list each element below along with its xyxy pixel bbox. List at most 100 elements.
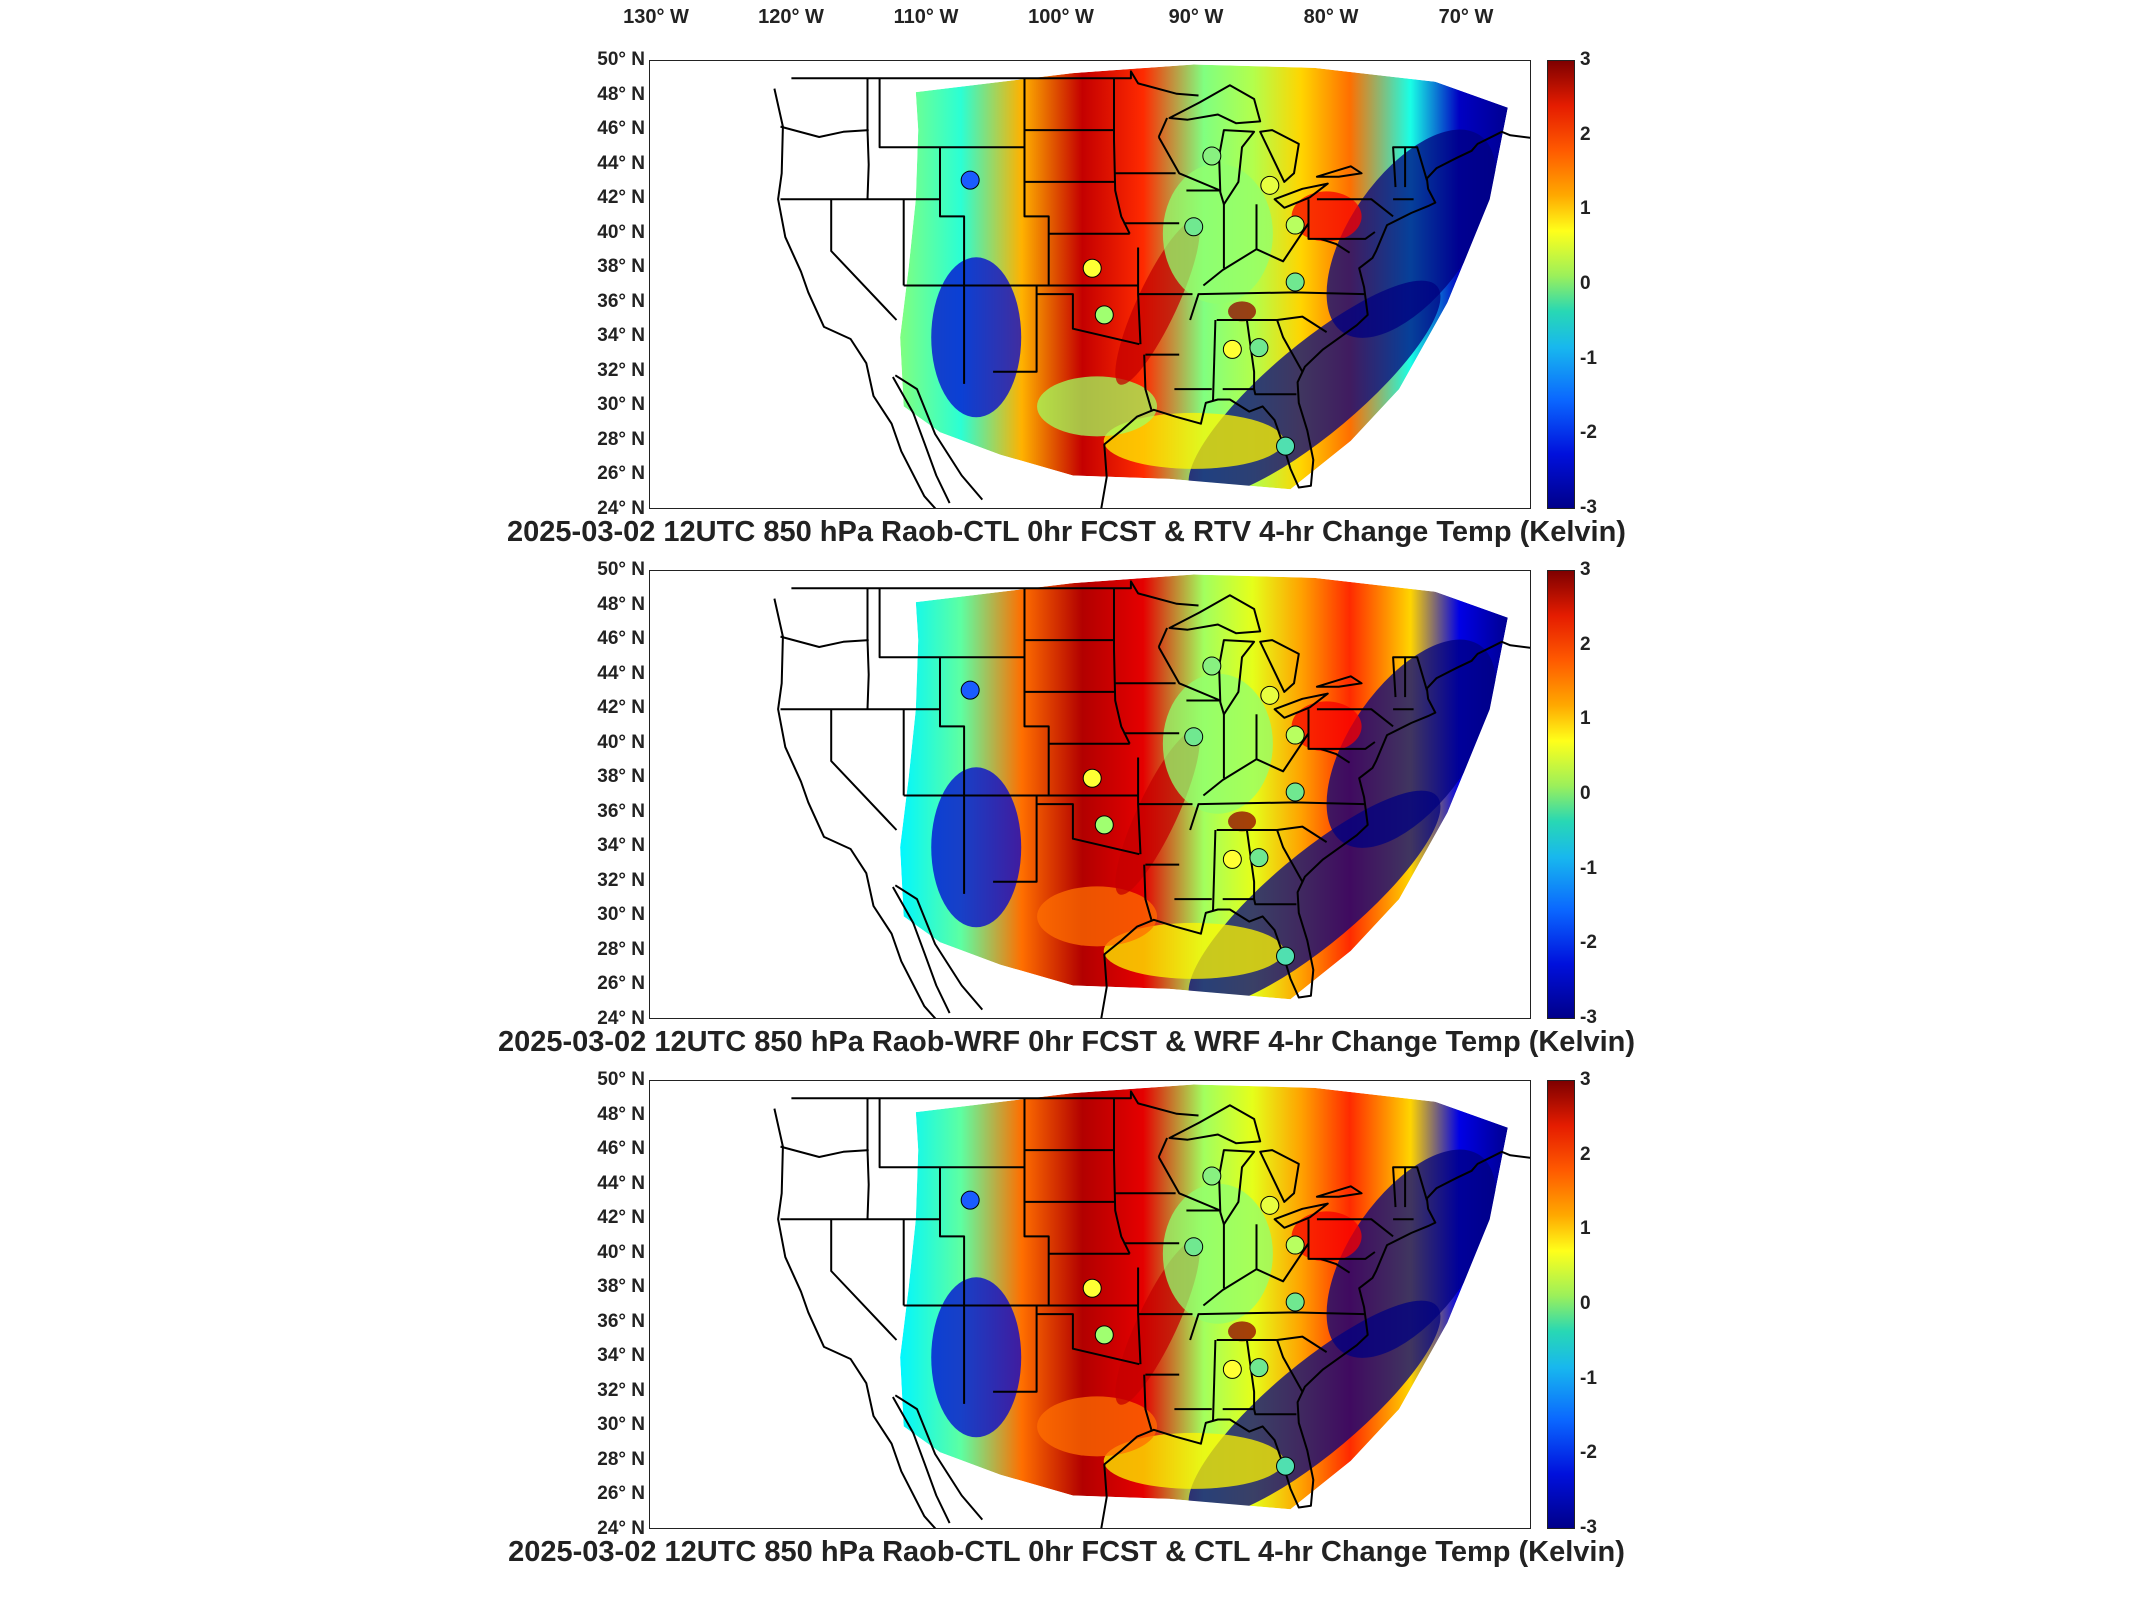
great-lake-outline — [1259, 129, 1300, 183]
raob-station-marker — [1082, 258, 1102, 278]
field-patch — [1103, 412, 1284, 469]
colorbar-tick-label: 3 — [1580, 49, 1591, 70]
lat-label: 42° N — [597, 187, 645, 209]
canada-border — [791, 70, 1199, 97]
state-border — [1320, 237, 1351, 254]
state-border — [1262, 1335, 1328, 1353]
field-patch — [1162, 1183, 1273, 1324]
mexico-coastline — [894, 374, 984, 501]
state-border — [830, 709, 898, 831]
raob-station-marker — [1285, 725, 1305, 745]
state-border — [1307, 199, 1376, 240]
state-border — [1113, 78, 1131, 235]
state-border — [866, 1098, 870, 1220]
state-border — [1316, 198, 1394, 218]
longitude-axis: 130° W 120° W 110° W 100° W 90° W 80° W … — [0, 0, 2133, 50]
state-border — [1307, 1219, 1376, 1260]
state-border — [1307, 709, 1376, 750]
lat-label: 48° N — [597, 1103, 645, 1125]
lat-label: 46° N — [597, 1138, 645, 1160]
map-frame — [649, 1080, 1531, 1529]
colorbar-tick-label: 2 — [1580, 123, 1591, 145]
raob-station-marker — [1285, 782, 1305, 802]
raob-station-marker — [960, 1190, 980, 1210]
state-border — [878, 78, 1025, 149]
colorbar-tick-label: -2 — [1580, 1442, 1597, 1464]
state-border — [1113, 588, 1131, 745]
colorbar-tick-label: 1 — [1580, 198, 1591, 220]
great-lake-outline — [1273, 692, 1329, 719]
raob-station-marker — [1222, 849, 1242, 869]
raob-station-marker — [960, 680, 980, 700]
state-border — [1113, 1098, 1131, 1255]
lat-label: 48° N — [597, 83, 645, 105]
great-lake-outline — [1273, 182, 1329, 209]
east-gulf-coastline — [1100, 130, 1530, 508]
colorbar — [1547, 60, 1575, 509]
temperature-field — [900, 64, 1508, 490]
latitude-axis: 50° N 48° N 46° N 44° N 42° N 40° N 38° N 36° N… — [560, 1069, 645, 1539]
latitude-axis: 50° N 48° N 46° N 44° N 42° N 40° N 38° N 36° N… — [560, 559, 645, 1029]
lat-label: 50° N — [597, 1069, 645, 1090]
lat-label: 48° N — [597, 593, 645, 615]
raob-station-marker — [1260, 175, 1280, 195]
great-lake-outline — [1218, 1149, 1256, 1226]
raob-station-marker — [1249, 1358, 1269, 1378]
field-patch — [1162, 673, 1273, 814]
west-coastline — [773, 88, 937, 508]
lat-label: 34° N — [597, 1345, 645, 1367]
state-border — [1253, 1408, 1297, 1416]
lat-label: 42° N — [597, 1207, 645, 1229]
state-border — [1157, 1156, 1221, 1212]
lat-label: 28° N — [597, 1448, 645, 1470]
great-lake-outline — [1315, 675, 1363, 688]
state-border — [1023, 588, 1050, 796]
lat-label: 50° N — [597, 559, 645, 580]
lat-label: 44° N — [597, 662, 645, 684]
lat-label: 32° N — [597, 359, 645, 381]
field-patch — [1326, 639, 1496, 848]
lat-label: 38° N — [597, 766, 645, 788]
raob-station-marker — [1260, 685, 1280, 705]
colorbar-tick-label: -3 — [1580, 497, 1597, 518]
raob-station-marker — [1082, 1278, 1102, 1298]
colorbar-ticks: 3 2 1 0 -1 -2 -3 — [1580, 559, 1640, 1028]
lat-label: 44° N — [597, 1172, 645, 1194]
lat-label: 40° N — [597, 1241, 645, 1263]
great-lake-outline — [1168, 1104, 1262, 1145]
state-border — [1036, 293, 1140, 346]
state-border — [1143, 864, 1153, 921]
state-border — [1137, 247, 1142, 345]
lat-label: 50° N — [597, 49, 645, 70]
colorbar-ticks: 3 2 1 0 -1 -2 -3 — [1580, 49, 1640, 518]
map-frame — [649, 570, 1531, 1019]
state-border — [1036, 1313, 1140, 1366]
map-panel-2: 50° N 48° N 46° N 44° N 42° N 40° N 38° N 36° N… — [0, 559, 2133, 1072]
state-border — [1276, 1339, 1304, 1393]
lat-label: 26° N — [597, 463, 645, 485]
lon-label: 120° W — [758, 6, 824, 28]
state-border — [780, 635, 869, 648]
lat-label: 30° N — [597, 1414, 645, 1436]
state-border — [1212, 829, 1217, 912]
great-lake-outline — [1168, 594, 1262, 635]
raob-station-marker — [1285, 215, 1305, 235]
state-border — [780, 1145, 869, 1158]
state-border — [1157, 117, 1169, 138]
field-patch — [1326, 1149, 1496, 1358]
field-patch — [1326, 129, 1496, 338]
great-lake-outline — [1168, 84, 1262, 125]
lat-label: 42° N — [597, 697, 645, 719]
lon-label: 90° W — [1168, 6, 1224, 28]
temperature-field — [900, 1084, 1508, 1510]
lon-label: 130° W — [623, 6, 689, 28]
lat-label: 24° N — [597, 498, 645, 519]
canada-border — [791, 580, 1199, 607]
field-patch — [931, 257, 1022, 418]
state-border — [1253, 388, 1297, 396]
canada-border — [791, 1090, 1199, 1117]
state-border — [1189, 291, 1365, 321]
great-lake-outline — [1218, 129, 1256, 206]
colorbar-tick-label: 1 — [1580, 708, 1591, 730]
raob-station-marker — [1202, 1166, 1222, 1186]
